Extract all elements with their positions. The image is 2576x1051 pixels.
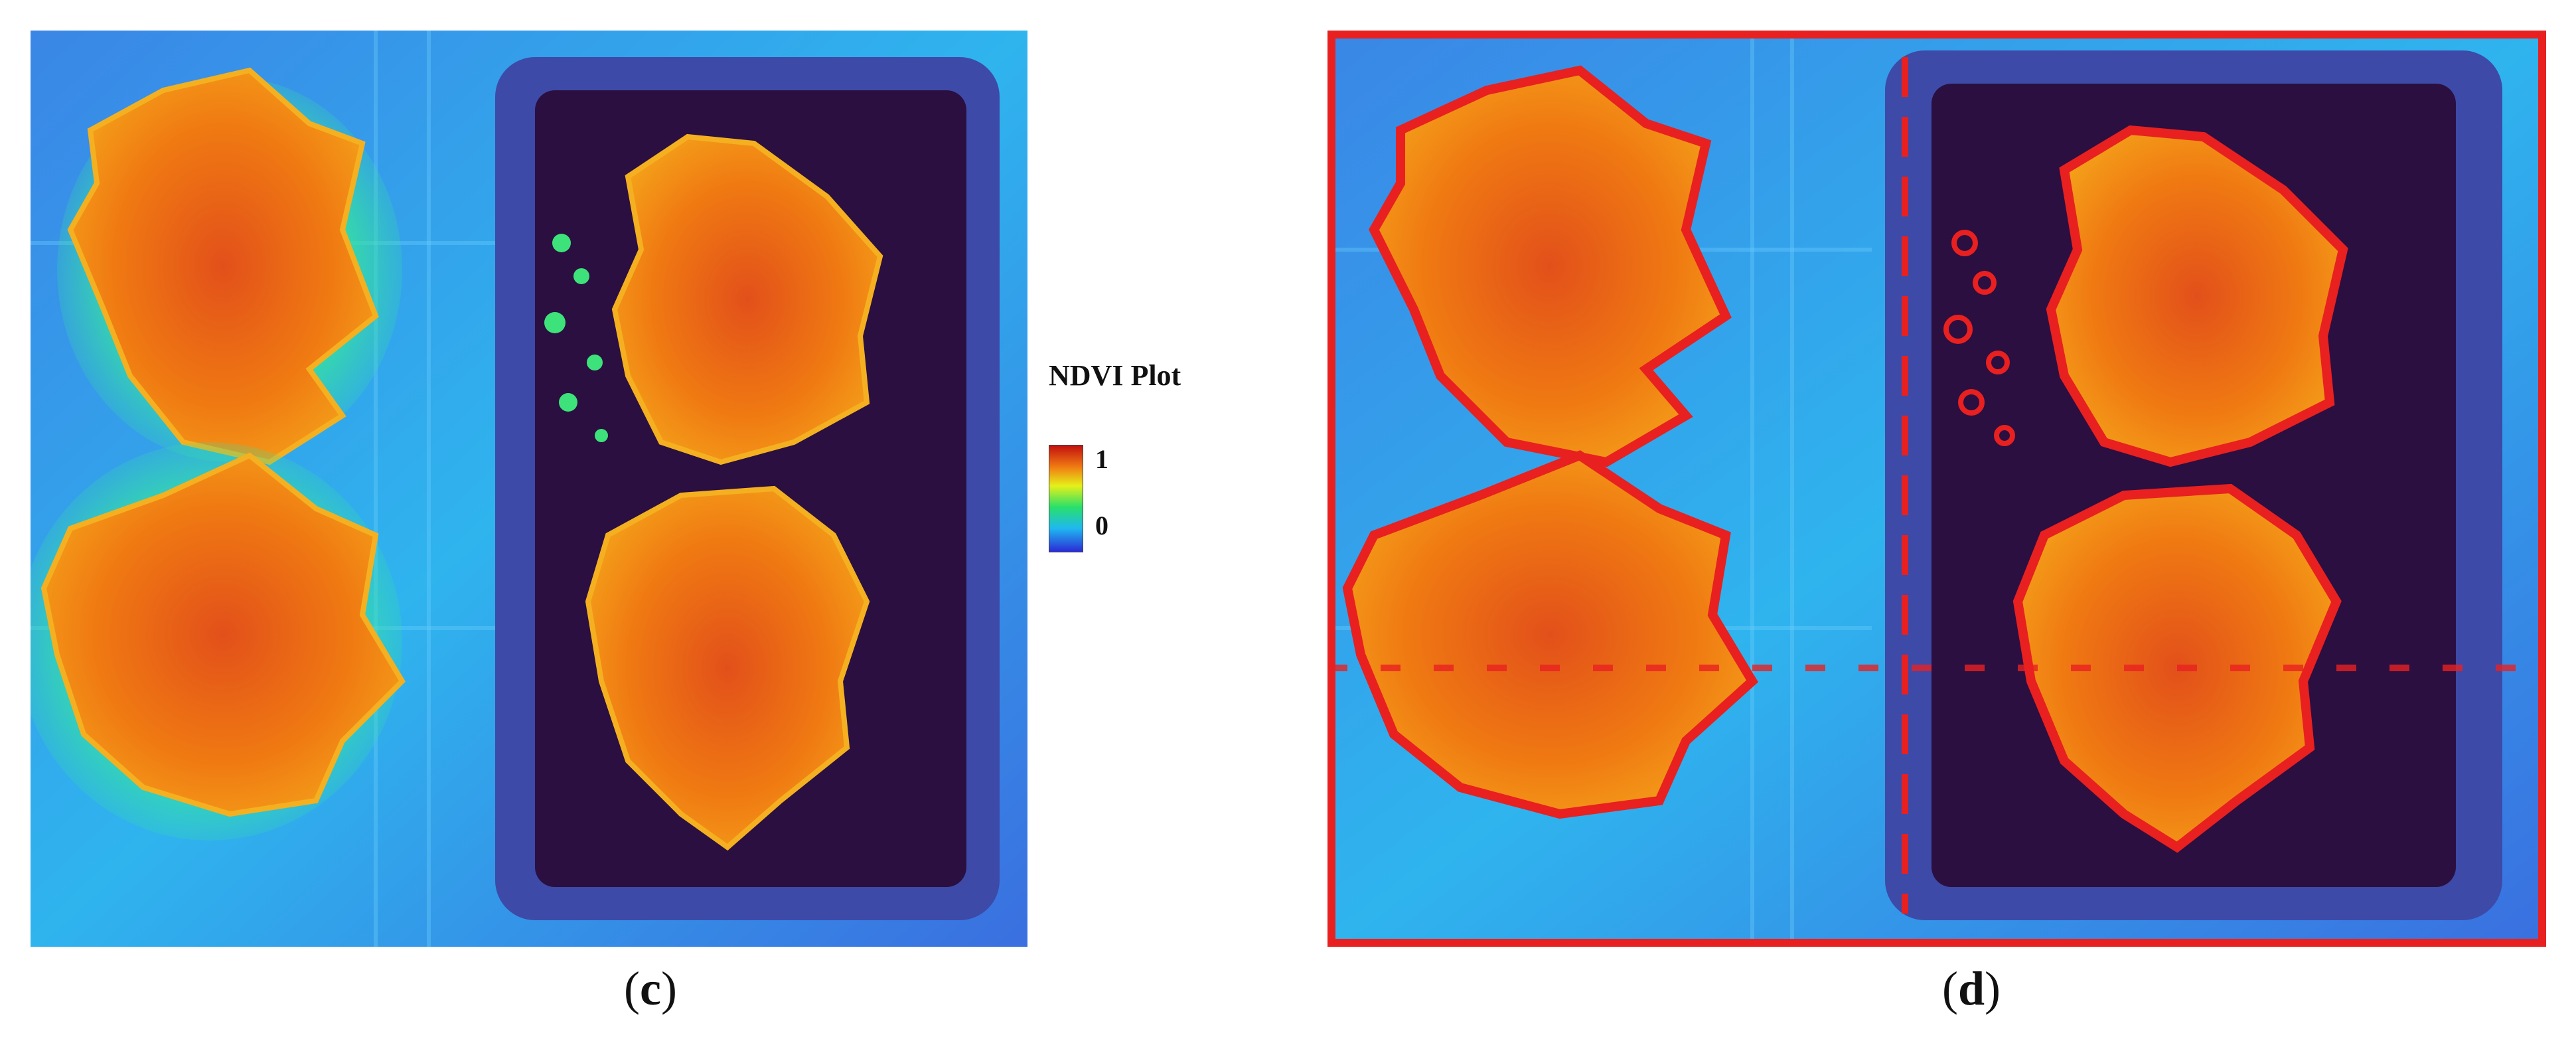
ndvi-image-panel-c [31, 31, 1027, 947]
legend-color-bar [1049, 445, 1083, 552]
ndvi-heatmap-image-c [31, 31, 1027, 947]
segmented-plants-left [1342, 65, 1758, 819]
caption-d: (d) [1941, 962, 2001, 1015]
panel-red-border [1327, 31, 2546, 947]
ndvi-legend: NDVI Plot 1 0 [1042, 359, 1281, 552]
ndvi-image-panel-d [1327, 31, 2546, 947]
legend-max-label: 1 [1095, 444, 1108, 474]
plant-group-left [31, 67, 406, 841]
caption-d-letter: d [1957, 962, 1985, 1015]
legend-title: NDVI Plot [1049, 359, 1181, 392]
plant-group-right [544, 133, 883, 851]
caption-c-letter: c [640, 962, 661, 1015]
legend-min-label: 0 [1095, 511, 1108, 540]
caption-c: (c) [624, 962, 677, 1015]
ndvi-heatmap-segmented-image-d [1327, 31, 2546, 947]
